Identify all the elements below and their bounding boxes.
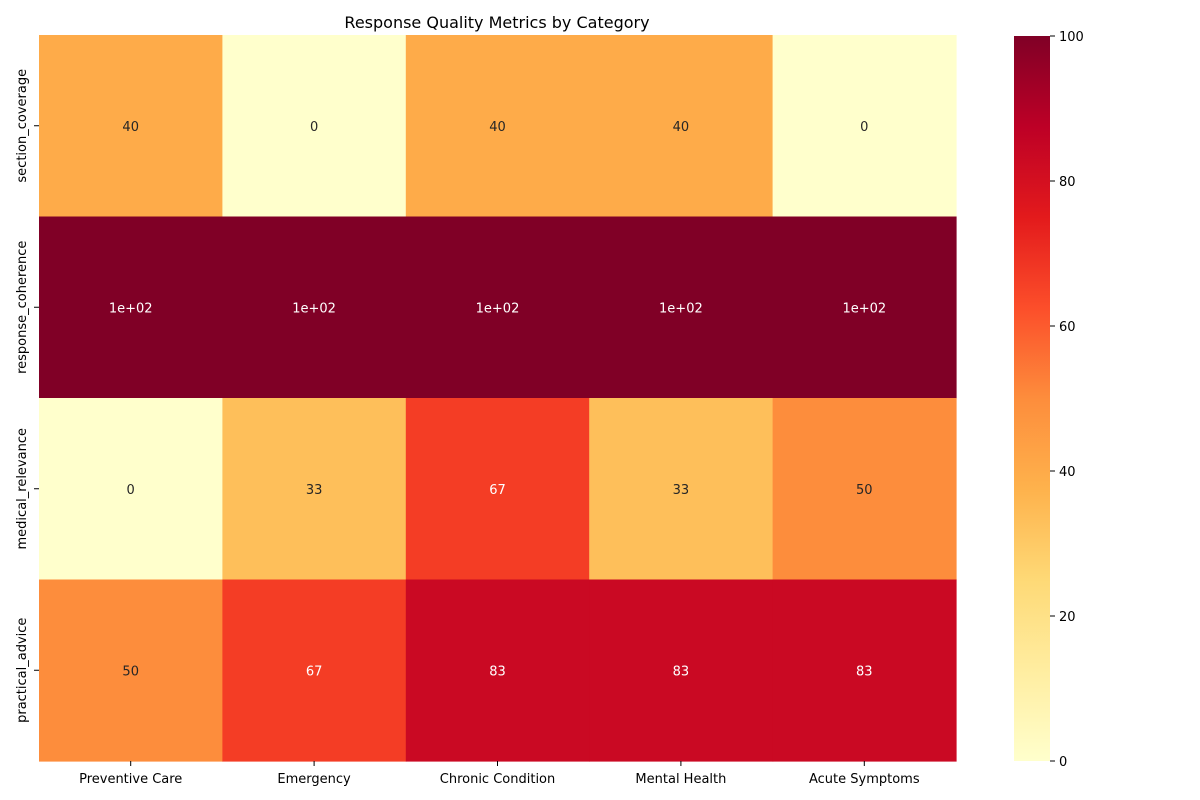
cell-label: 1e+02 <box>842 301 886 316</box>
cell-label: 40 <box>673 120 690 135</box>
cell-label: 0 <box>860 120 868 135</box>
heatmap-cell <box>405 579 590 762</box>
heatmap-cell <box>405 35 590 218</box>
heatmap-cell <box>222 398 407 581</box>
heatmap-cell <box>772 579 957 762</box>
cell-label: 1e+02 <box>659 301 703 316</box>
heatmap-cell <box>772 398 957 581</box>
colorbar-gradient <box>1014 36 1050 761</box>
heatmap-cell <box>589 35 774 218</box>
cell-label: 50 <box>856 483 873 498</box>
x-tick-label: Mental Health <box>635 772 726 787</box>
heatmap-cell <box>39 216 223 399</box>
heatmap-cell <box>222 579 407 762</box>
cell-label: 1e+02 <box>292 301 336 316</box>
chart-title: Response Quality Metrics by Category <box>344 13 649 32</box>
y-tick-label: response_coherence <box>15 241 30 374</box>
y-tick-label: medical_relevance <box>15 428 30 549</box>
heatmap-cell <box>589 216 774 399</box>
colorbar-tick-label: 100 <box>1059 30 1084 45</box>
cell-label: 0 <box>310 120 318 135</box>
heatmap-cell <box>39 35 223 218</box>
cell-label: 40 <box>122 120 139 135</box>
x-tick-label: Preventive Care <box>79 772 182 787</box>
x-tick-label: Emergency <box>277 772 351 787</box>
colorbar-tick-label: 0 <box>1059 755 1067 770</box>
cell-label: 1e+02 <box>109 301 153 316</box>
cell-label: 50 <box>122 664 139 679</box>
heatmap-cell <box>772 216 957 399</box>
heatmap-cell <box>39 398 223 581</box>
y-tick-label: section_coverage <box>15 69 30 183</box>
cell-label: 1e+02 <box>476 301 520 316</box>
heatmap-cell <box>589 579 774 762</box>
colorbar: 0 20 40 60 80 100 <box>1014 30 1084 770</box>
colorbar-tick-label: 80 <box>1059 175 1076 190</box>
heatmap-cells: 40 0 40 40 0 1e+02 1e+02 1e+02 1e+02 1e+02 0 33 67 33… <box>39 35 957 762</box>
heatmap-cell <box>772 35 957 218</box>
heatmap-cell <box>405 216 590 399</box>
cell-label: 83 <box>856 664 873 679</box>
cell-label: 83 <box>489 664 506 679</box>
y-tick-label: practical_advice <box>15 618 30 723</box>
colorbar-tick-label: 40 <box>1059 465 1076 480</box>
cell-label: 0 <box>127 483 135 498</box>
colorbar-tick-label: 20 <box>1059 610 1076 625</box>
heatmap-cell <box>222 35 407 218</box>
cell-label: 40 <box>489 120 506 135</box>
x-axis: Preventive Care Emergency Chronic Conditio… <box>79 761 920 787</box>
cell-label: 83 <box>673 664 690 679</box>
heatmap-cell <box>589 398 774 581</box>
x-tick-label: Acute Symptoms <box>809 772 920 787</box>
heatmap-cell <box>405 398 590 581</box>
heatmap-cell <box>222 216 407 399</box>
y-axis: section_coverage response_coherencemedica… <box>15 69 39 723</box>
heatmap-cell <box>39 579 223 762</box>
cell-label: 33 <box>673 483 690 498</box>
cell-label: 33 <box>306 483 323 498</box>
x-tick-label: Chronic Condition <box>440 772 556 787</box>
cell-label: 67 <box>306 664 323 679</box>
cell-label: 67 <box>489 483 506 498</box>
colorbar-tick-label: 60 <box>1059 320 1076 335</box>
